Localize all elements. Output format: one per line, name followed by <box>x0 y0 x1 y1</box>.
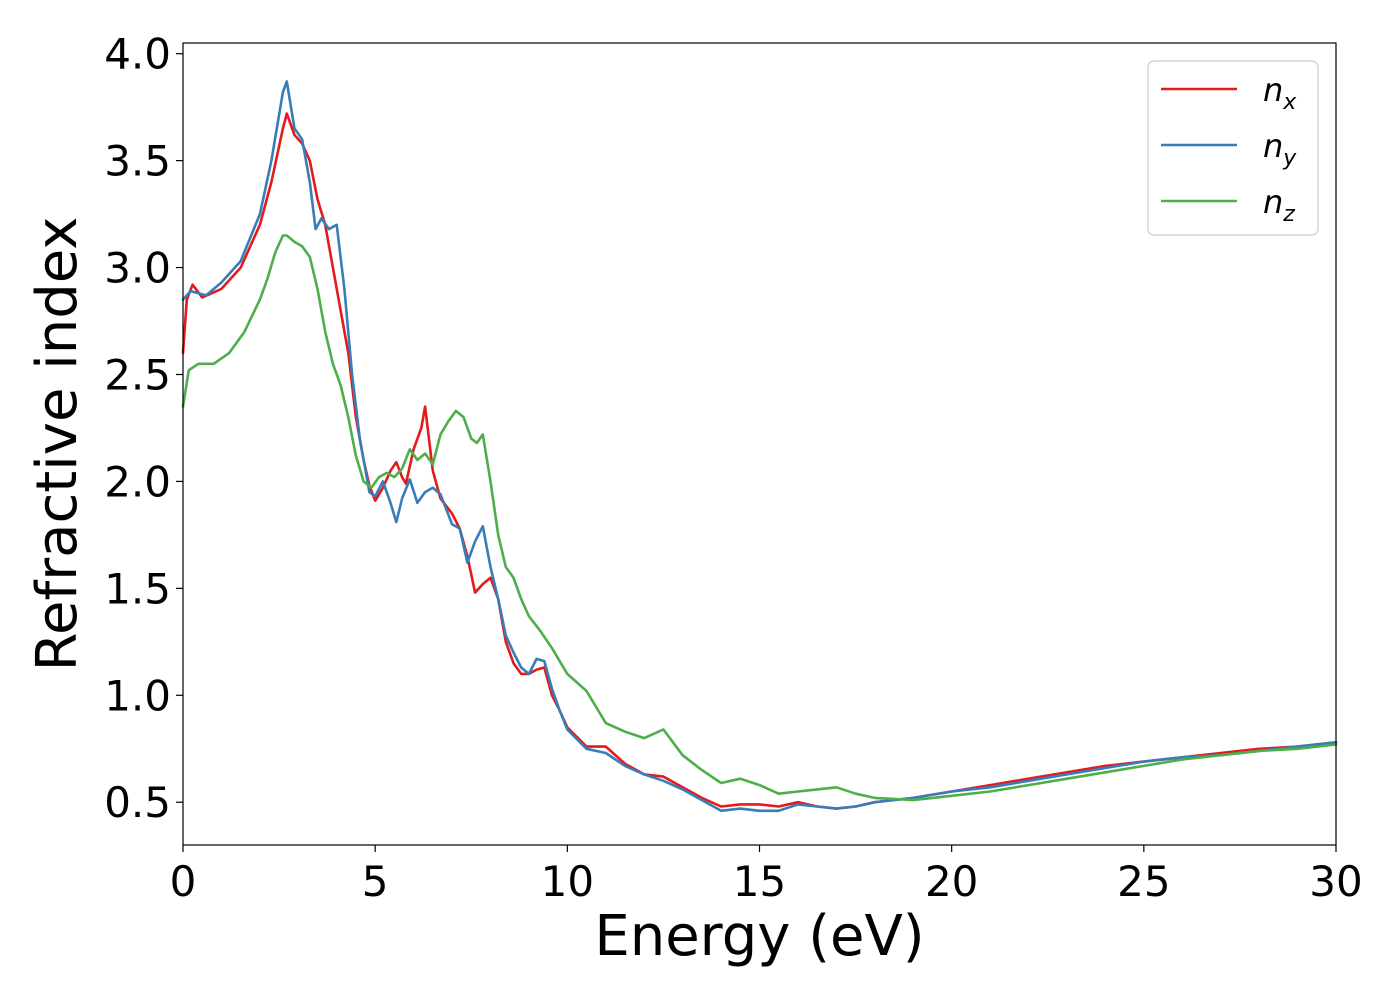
x-axis-title: Energy (eV) <box>594 904 924 969</box>
y-tick-label: 3.5 <box>104 137 171 186</box>
x-tick-label: 15 <box>733 857 786 906</box>
y-axis-title: Refractive index <box>25 217 90 672</box>
x-tick-label: 10 <box>541 857 594 906</box>
plot-lines <box>181 80 1338 813</box>
x-tick-label: 5 <box>362 857 389 906</box>
series-line-n-y <box>181 80 1338 813</box>
x-tick-label: 0 <box>170 857 197 906</box>
y-tick-label: 2.0 <box>104 457 171 506</box>
y-axis: 0.5 1.0 1.5 2.0 2.5 3.0 3.5 4.0 <box>104 30 183 827</box>
x-tick-label: 20 <box>925 857 978 906</box>
y-tick-label: 3.0 <box>104 244 171 293</box>
x-tick-label: 25 <box>1117 857 1170 906</box>
legend-box <box>1147 60 1319 236</box>
series-line-n-z <box>181 234 1338 802</box>
y-tick-label: 2.5 <box>104 350 171 399</box>
x-tick-label: 30 <box>1309 857 1362 906</box>
y-tick-label: 0.5 <box>104 778 171 827</box>
y-tick-label: 1.5 <box>104 564 171 613</box>
y-tick-label: 1.0 <box>104 671 171 720</box>
y-tick-label: 4.0 <box>104 30 171 79</box>
x-axis: 0 5 10 15 20 25 30 <box>170 845 1363 906</box>
